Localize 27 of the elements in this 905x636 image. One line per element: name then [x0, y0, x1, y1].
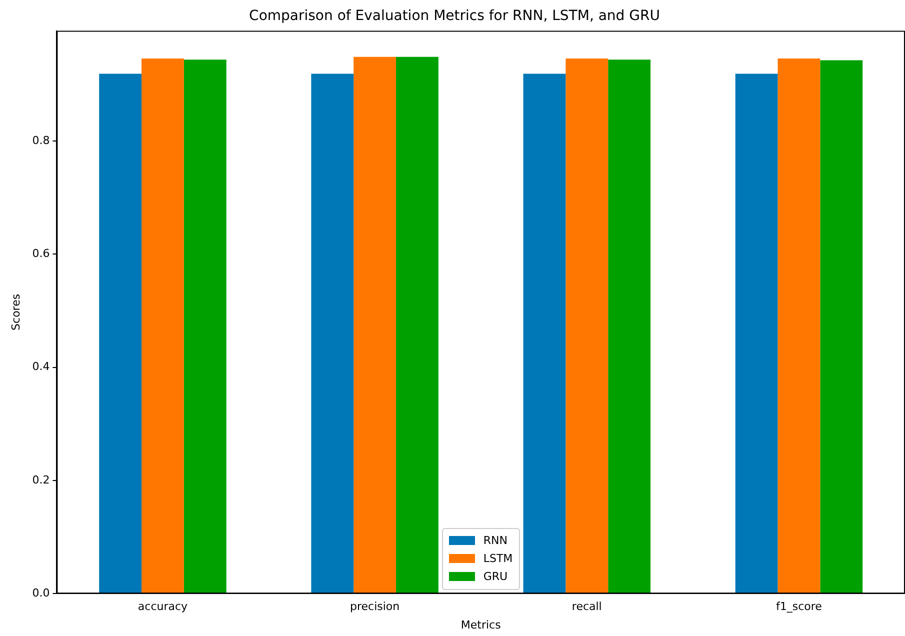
- y-axis-title: Scores: [9, 294, 22, 330]
- bar: [608, 60, 651, 594]
- bar: [566, 58, 608, 594]
- bar: [523, 74, 566, 594]
- legend-label: LSTM: [483, 552, 513, 566]
- bar: [396, 56, 438, 594]
- y-tick-label: 0.8: [32, 134, 50, 147]
- bar: [142, 58, 184, 594]
- bar: [735, 74, 778, 594]
- legend-label: RNN: [483, 534, 508, 548]
- y-tick-label: 0.4: [32, 360, 50, 374]
- bar: [778, 58, 820, 594]
- y-tick-label: 0.0: [32, 586, 50, 600]
- legend-label: GRU: [483, 570, 508, 584]
- bar: [184, 60, 226, 594]
- bar: [820, 60, 863, 594]
- bar: [354, 56, 396, 594]
- x-axis-title: Metrics: [460, 618, 502, 632]
- x-tick-label: accuracy: [138, 600, 188, 614]
- y-tick-label: 0.6: [32, 247, 50, 260]
- x-tick-label: precision: [350, 600, 400, 614]
- bar: [99, 74, 142, 594]
- x-tick-label: recall: [572, 600, 602, 614]
- y-tick-label: 0.2: [32, 473, 50, 486]
- bar: [311, 74, 354, 594]
- chart-title: Comparison of Evaluation Metrics for RNN, LSTM, and GRU: [249, 8, 660, 24]
- x-tick-label: f1_score: [776, 600, 822, 614]
